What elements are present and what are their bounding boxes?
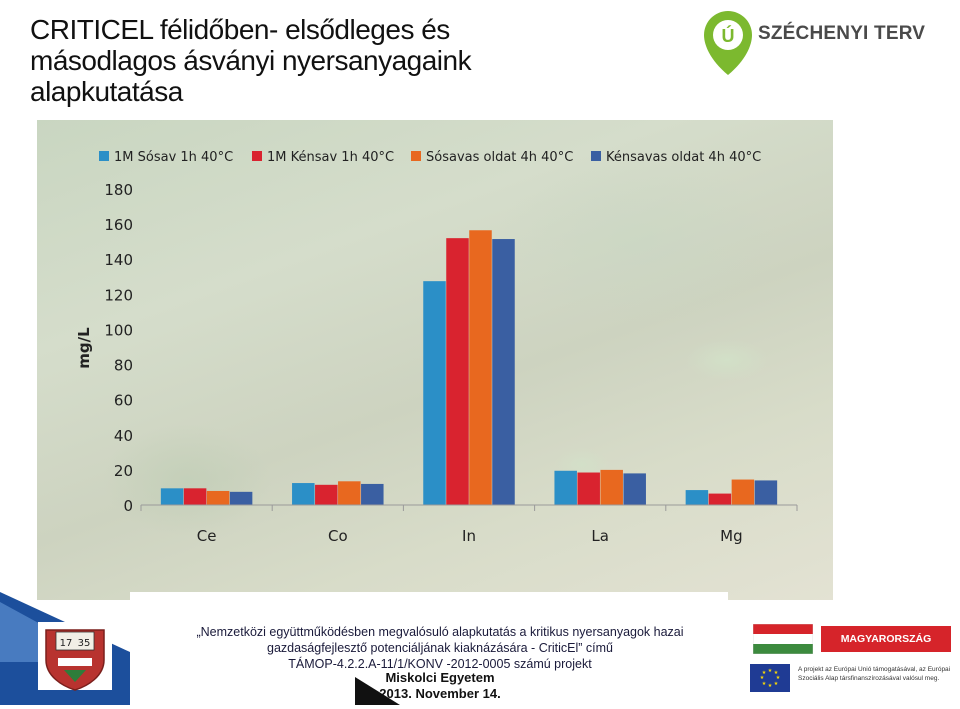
crest-year-right: 35 bbox=[78, 638, 91, 649]
legend-swatch bbox=[99, 151, 109, 161]
title-line-2: másodlagos ásványi nyersanyagaink bbox=[30, 45, 472, 76]
bar bbox=[292, 483, 315, 505]
svg-text:★: ★ bbox=[768, 668, 773, 674]
bar bbox=[361, 483, 384, 505]
legend-swatch bbox=[411, 151, 421, 161]
title-line-1: CRITICEL félidőben- elsődleges és bbox=[30, 14, 450, 45]
bar bbox=[623, 473, 646, 505]
y-tick-label: 80 bbox=[114, 357, 133, 375]
bar bbox=[577, 472, 600, 505]
eu-flag-icon: ★ ★ ★ ★ ★ ★ ★ ★ bbox=[750, 664, 790, 692]
magyarorszag-megujul-logo: MAGYARORSZÁG MEGÚJUL ★ ★ ★ ★ ★ ★ ★ ★ A projek… bbox=[728, 610, 960, 705]
bar bbox=[685, 490, 709, 505]
bar bbox=[206, 490, 230, 505]
logo-text: SZÉCHENYI TERV bbox=[758, 23, 926, 44]
crest-year-left: 17 bbox=[60, 638, 73, 649]
bar bbox=[731, 479, 755, 505]
legend-label: Sósavas oldat 4h 40°C bbox=[426, 150, 573, 165]
university-crest-icon: 17 35 bbox=[38, 622, 112, 691]
footer-university: Miskolci Egyetem 2013. November 14. bbox=[300, 670, 580, 702]
y-axis-label: mg/L bbox=[75, 327, 93, 369]
y-tick-label: 40 bbox=[114, 427, 133, 445]
y-tick-label: 0 bbox=[123, 497, 133, 515]
bar bbox=[229, 491, 253, 505]
svg-text:★: ★ bbox=[762, 670, 767, 676]
bar bbox=[160, 488, 184, 505]
bar bbox=[600, 469, 623, 505]
y-tick-label: 140 bbox=[104, 251, 133, 269]
eu-funding-text: A projekt az Európai Unió támogatásával,… bbox=[798, 666, 951, 682]
legend-swatch bbox=[252, 151, 262, 161]
footer-project-text: „Nemzetközi együttműködésben megvalósuló… bbox=[150, 624, 730, 672]
footer-line-1: „Nemzetközi együttműködésben megvalósuló… bbox=[196, 625, 684, 639]
svg-text:★: ★ bbox=[776, 675, 781, 681]
bar bbox=[338, 481, 361, 505]
logo-mark-text: Ú bbox=[722, 25, 735, 46]
svg-text:★: ★ bbox=[774, 670, 779, 676]
bar bbox=[315, 484, 338, 505]
svg-text:★: ★ bbox=[774, 681, 779, 687]
svg-text:★: ★ bbox=[762, 681, 767, 687]
event-date: 2013. November 14. bbox=[379, 686, 501, 701]
bar bbox=[446, 238, 469, 505]
legend-label: Kénsavas oldat 4h 40°C bbox=[606, 150, 761, 165]
bar bbox=[554, 470, 577, 505]
legend-swatch bbox=[591, 151, 601, 161]
y-tick-label: 60 bbox=[114, 392, 133, 410]
bar bbox=[492, 239, 515, 506]
bar bbox=[754, 480, 778, 505]
title-line-3: alapkutatása bbox=[30, 76, 183, 107]
x-tick-label: La bbox=[591, 527, 609, 545]
chart-legend: 1M Sósav 1h 40°C 1M Kénsav 1h 40°C Sósavas… bbox=[99, 150, 761, 165]
x-tick-label: Ce bbox=[197, 527, 217, 545]
bar bbox=[708, 493, 732, 505]
szechenyi-terv-logo: Ú SZÉCHENYI TERV bbox=[700, 5, 950, 79]
bar bbox=[423, 281, 446, 505]
svg-text:★: ★ bbox=[760, 675, 765, 681]
x-tick-label: Mg bbox=[720, 527, 742, 545]
university-name: Miskolci Egyetem bbox=[385, 670, 495, 685]
x-tick-label: Co bbox=[328, 527, 348, 545]
bar bbox=[469, 230, 492, 505]
footer-line-2: gazdaságfejlesztő potenciáljának kiaknáz… bbox=[267, 641, 613, 655]
y-axis: 0 20 40 60 80 100 120 140 160 180 bbox=[104, 181, 133, 515]
legend-label: 1M Kénsav 1h 40°C bbox=[267, 150, 394, 165]
svg-text:★: ★ bbox=[768, 683, 773, 689]
footer-line-3: TÁMOP-4.2.2.A-11/1/KONV -2012-0005 számú… bbox=[288, 657, 592, 671]
y-tick-label: 160 bbox=[104, 216, 133, 234]
x-tick-label: In bbox=[462, 527, 476, 545]
slide-title: CRITICEL félidőben- elsődleges és másodl… bbox=[30, 14, 630, 107]
y-tick-label: 180 bbox=[104, 181, 133, 199]
y-tick-label: 100 bbox=[104, 321, 133, 339]
hungarian-flag-icon bbox=[753, 624, 813, 654]
y-tick-label: 20 bbox=[114, 462, 133, 480]
bar bbox=[183, 488, 207, 505]
bars bbox=[160, 230, 778, 506]
y-tick-label: 120 bbox=[104, 286, 133, 304]
legend-label: 1M Sósav 1h 40°C bbox=[114, 150, 233, 165]
x-axis: Ce Co In La Mg bbox=[140, 504, 798, 545]
megujul-banner: MAGYARORSZÁG MEGÚJUL bbox=[821, 626, 951, 671]
szechenyi-mark-icon: Ú bbox=[704, 11, 752, 75]
